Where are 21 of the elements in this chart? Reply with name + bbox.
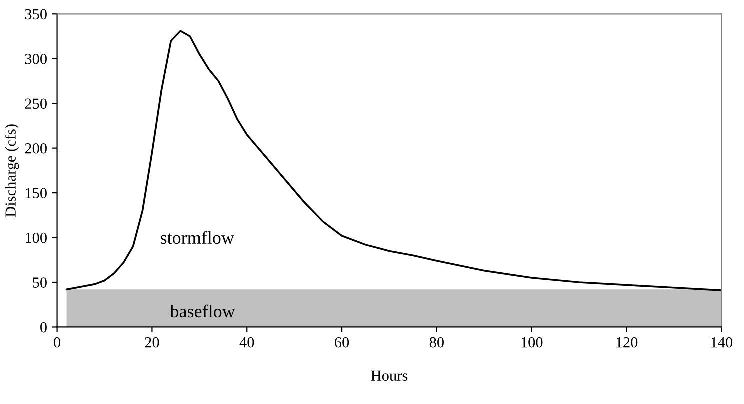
line-series	[66, 30, 722, 292]
x-tick-label: 40	[240, 337, 254, 348]
x-tick-label: 120	[616, 337, 638, 348]
y-axis-title: Discharge (cfs)	[5, 124, 20, 217]
annotation: stormflow	[161, 231, 234, 244]
x-axis-title: Hours	[371, 370, 408, 382]
y-tick-label: 50	[33, 278, 47, 288]
y-tick-label: 200	[25, 143, 47, 154]
x-tick-label: 60	[335, 337, 350, 348]
y-tick-label: 300	[25, 54, 47, 64]
x-tick-label: 0	[54, 337, 61, 348]
y-tick-label: 150	[26, 188, 47, 199]
annotation: baseflow	[170, 304, 236, 318]
x-tick-label: 20	[145, 337, 160, 348]
y-tick-label: 350	[25, 9, 47, 20]
y-tick-label: 250	[25, 98, 47, 110]
x-tick-label: 140	[712, 337, 733, 348]
x-tick-label: 80	[430, 337, 444, 348]
x-tick-label: 100	[522, 337, 543, 348]
y-tick-label: 100	[26, 232, 47, 244]
y-tick-label: 0	[40, 322, 47, 333]
